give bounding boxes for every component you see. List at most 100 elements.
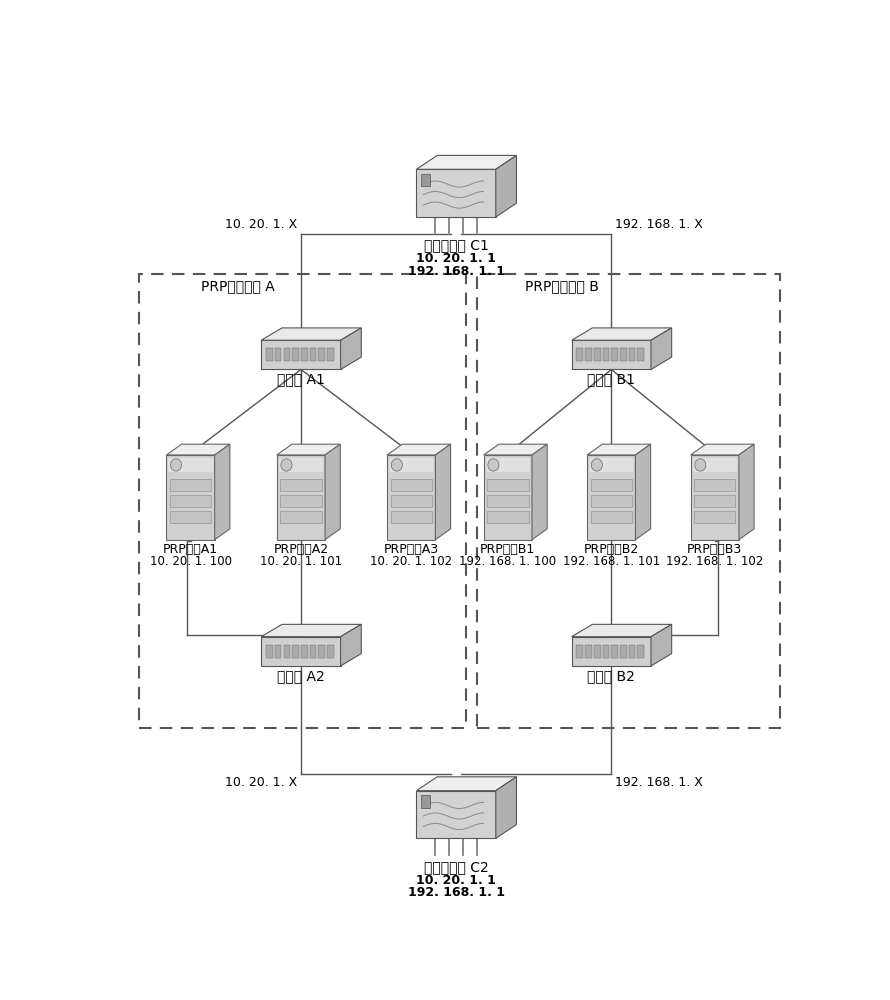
Polygon shape	[214, 444, 230, 540]
Text: PRP冗余网络 A: PRP冗余网络 A	[201, 279, 275, 293]
Bar	[327, 645, 334, 658]
Circle shape	[488, 459, 499, 471]
Text: 192. 168. 1. X: 192. 168. 1. X	[615, 218, 702, 231]
Polygon shape	[166, 455, 214, 540]
Polygon shape	[484, 455, 532, 540]
Bar	[170, 495, 211, 507]
Bar	[611, 645, 618, 658]
Text: 10. 20. 1. X: 10. 20. 1. X	[225, 218, 297, 231]
Bar	[577, 348, 583, 361]
Text: 192. 168. 1. 100: 192. 168. 1. 100	[459, 555, 556, 568]
Polygon shape	[417, 169, 496, 217]
Bar	[594, 348, 601, 361]
Bar	[284, 348, 290, 361]
Bar	[389, 458, 433, 472]
Bar	[692, 458, 737, 472]
Bar	[284, 645, 290, 658]
Bar	[275, 645, 281, 658]
Bar	[275, 348, 281, 361]
Bar	[391, 479, 432, 491]
Text: 交换机 B1: 交换机 B1	[587, 373, 635, 387]
Bar	[603, 348, 610, 361]
Bar	[266, 645, 272, 658]
Bar	[637, 348, 644, 361]
Polygon shape	[262, 328, 361, 340]
Text: PRP节点A1: PRP节点A1	[163, 543, 218, 556]
Bar	[586, 645, 592, 658]
Bar	[170, 479, 211, 491]
Bar	[280, 495, 321, 507]
Polygon shape	[571, 624, 672, 637]
Polygon shape	[417, 791, 496, 838]
Polygon shape	[341, 328, 361, 369]
Text: 10. 20. 1. 1: 10. 20. 1. 1	[417, 252, 496, 265]
Circle shape	[281, 459, 292, 471]
Text: 三层交换机 C1: 三层交换机 C1	[424, 239, 489, 253]
Polygon shape	[262, 340, 341, 369]
Text: PRP冗余网络 B: PRP冗余网络 B	[525, 279, 599, 293]
Bar	[586, 348, 592, 361]
Bar	[292, 348, 299, 361]
Polygon shape	[417, 155, 516, 169]
Polygon shape	[484, 444, 547, 455]
Polygon shape	[651, 624, 672, 666]
Bar	[620, 645, 627, 658]
Polygon shape	[277, 455, 325, 540]
Bar	[628, 645, 635, 658]
Bar	[266, 348, 272, 361]
Bar	[327, 348, 334, 361]
Polygon shape	[571, 340, 651, 369]
Bar	[591, 511, 632, 523]
Bar	[589, 458, 634, 472]
Bar	[280, 511, 321, 523]
Bar	[319, 348, 325, 361]
Polygon shape	[262, 624, 361, 637]
Polygon shape	[417, 777, 516, 791]
Polygon shape	[277, 444, 340, 455]
Bar	[628, 348, 635, 361]
Text: 10. 20. 1. 1: 10. 20. 1. 1	[417, 874, 496, 887]
Polygon shape	[387, 455, 435, 540]
Bar	[637, 645, 644, 658]
Bar	[694, 479, 735, 491]
Bar	[280, 479, 321, 491]
Bar	[594, 645, 601, 658]
Circle shape	[392, 459, 402, 471]
Text: 192. 168. 1. 1: 192. 168. 1. 1	[408, 886, 505, 899]
Circle shape	[171, 459, 182, 471]
Polygon shape	[532, 444, 547, 540]
Polygon shape	[387, 444, 450, 455]
Polygon shape	[571, 328, 672, 340]
Polygon shape	[496, 777, 516, 838]
Bar	[611, 348, 618, 361]
Bar	[292, 645, 299, 658]
Bar	[170, 511, 211, 523]
Polygon shape	[496, 155, 516, 217]
Bar	[168, 458, 213, 472]
Polygon shape	[635, 444, 651, 540]
Text: 10. 20. 1. X: 10. 20. 1. X	[225, 776, 297, 789]
Polygon shape	[166, 444, 230, 455]
Polygon shape	[739, 444, 754, 540]
Polygon shape	[325, 444, 340, 540]
Text: 192. 168. 1. 1: 192. 168. 1. 1	[408, 265, 505, 278]
Text: PRP节点B2: PRP节点B2	[584, 543, 639, 556]
Text: 三层交换机 C2: 三层交换机 C2	[424, 860, 489, 874]
Bar	[694, 495, 735, 507]
Text: PRP节点A3: PRP节点A3	[384, 543, 439, 556]
Text: 交换机 B2: 交换机 B2	[587, 669, 635, 683]
Polygon shape	[691, 444, 754, 455]
Text: PRP节点A2: PRP节点A2	[273, 543, 328, 556]
Polygon shape	[262, 637, 341, 666]
Text: 192. 168. 1. X: 192. 168. 1. X	[615, 776, 702, 789]
Text: 192. 168. 1. 101: 192. 168. 1. 101	[562, 555, 660, 568]
Circle shape	[695, 459, 706, 471]
Bar	[279, 458, 323, 472]
Bar	[577, 645, 583, 658]
Polygon shape	[587, 444, 651, 455]
Bar	[319, 645, 325, 658]
Bar	[620, 348, 627, 361]
Text: PRP节点B1: PRP节点B1	[481, 543, 536, 556]
Polygon shape	[651, 328, 672, 369]
Bar	[421, 174, 430, 186]
